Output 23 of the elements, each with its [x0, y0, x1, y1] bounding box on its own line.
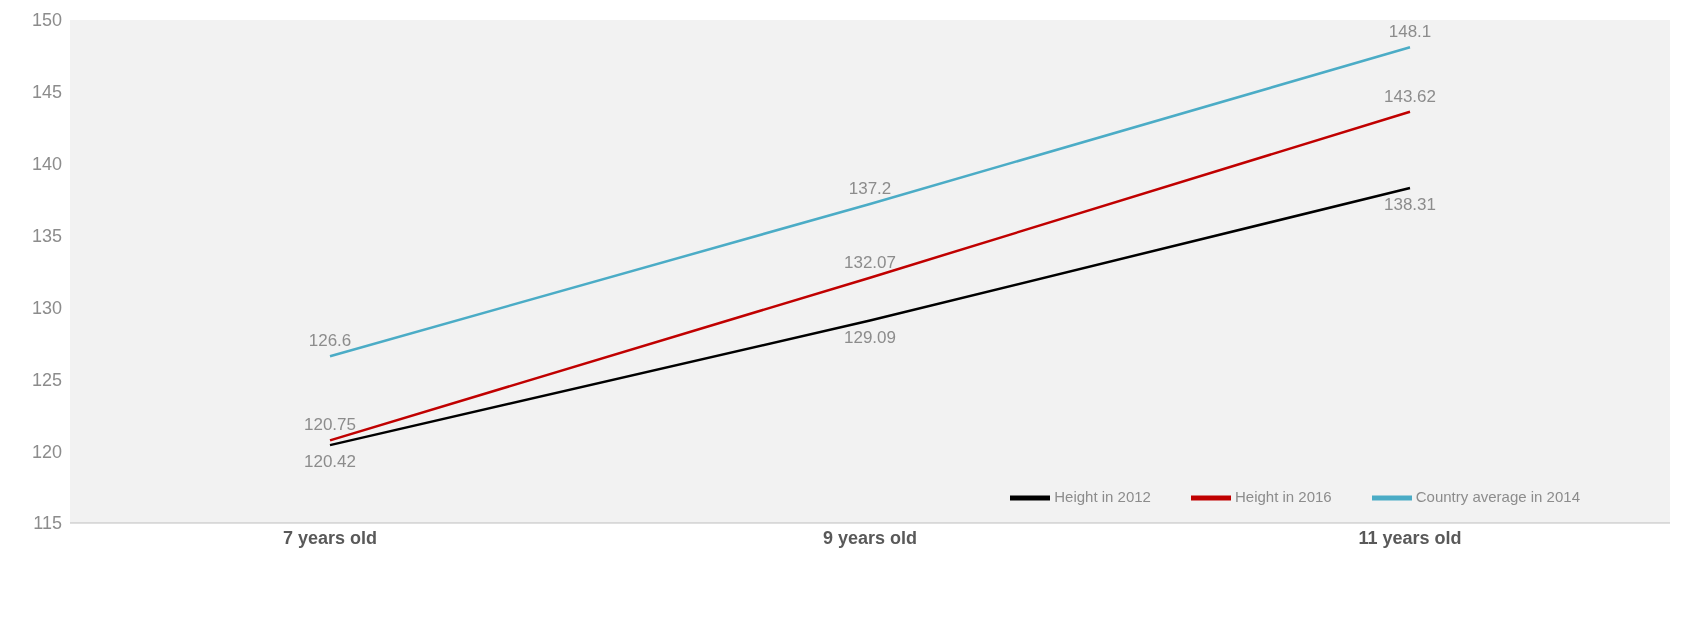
y-tick-label: 140	[31, 154, 62, 175]
y-tick-label: 145	[31, 82, 62, 103]
data-label: 143.62	[1384, 86, 1436, 106]
y-tick-label: 125	[31, 369, 62, 390]
x-tick-label: 7 years old	[282, 527, 378, 548]
data-label: 120.75	[304, 415, 356, 435]
legend-label: Height in 2012	[1054, 487, 1151, 505]
data-label: 137.2	[848, 178, 892, 198]
data-label: 132.07	[844, 252, 896, 272]
data-label: 126.6	[308, 331, 352, 351]
y-tick-label: 115	[33, 513, 62, 534]
y-tick-label: 130	[31, 297, 62, 318]
data-label: 138.31	[1384, 195, 1436, 215]
legend-label: Country average in 2014	[1415, 487, 1580, 505]
legend-label: Height in 2016	[1234, 487, 1332, 505]
x-tick-label: 11 years old	[1358, 527, 1462, 548]
y-tick-label: 120	[31, 441, 62, 462]
data-label: 120.42	[304, 452, 356, 472]
data-label: 148.1	[1388, 22, 1432, 42]
y-tick-label: 150	[31, 10, 62, 31]
x-tick-label: 9 years old	[822, 527, 918, 548]
y-tick-label: 135	[31, 225, 62, 246]
data-label: 129.09	[844, 327, 896, 347]
